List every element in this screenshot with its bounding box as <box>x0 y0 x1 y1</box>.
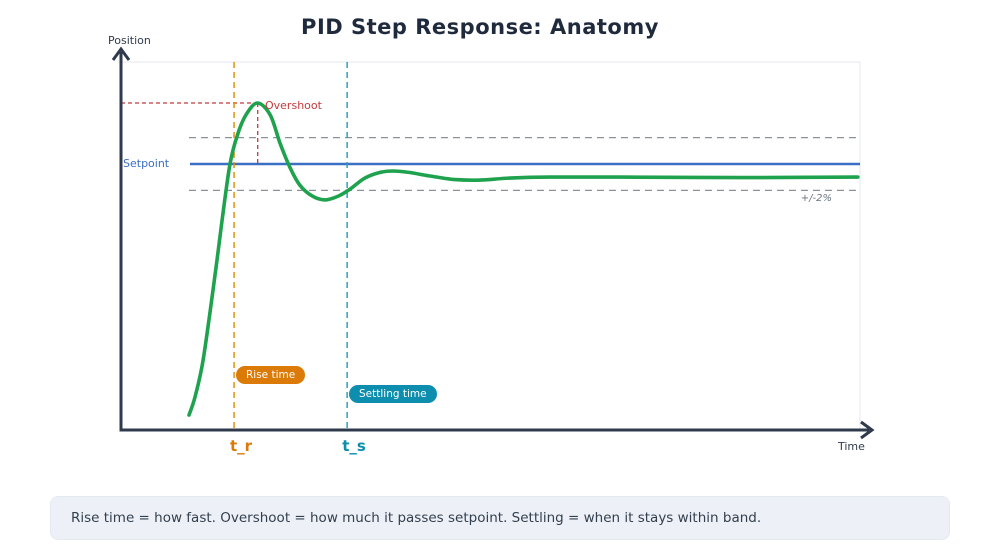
page-title: PID Step Response: Anatomy <box>301 15 659 39</box>
setpoint-label: Setpoint <box>123 157 170 170</box>
t-s-tick-label: t_s <box>342 437 366 455</box>
rise-time-badge: Rise time <box>236 366 306 384</box>
y-axis-arrow-icon <box>111 46 131 61</box>
t-r-tick-label: t_r <box>229 437 253 455</box>
x-axis-arrow-icon <box>860 420 875 440</box>
y-axis-label: Position <box>108 34 151 47</box>
settling-time-badge: Settling time <box>349 385 437 403</box>
plot-area-border <box>121 61 861 431</box>
caption-text: Rise time = how fast. Overshoot = how mu… <box>71 510 762 526</box>
response-curve <box>187 101 860 417</box>
caption-box: Rise time = how fast. Overshoot = how mu… <box>50 496 950 540</box>
overshoot-label: Overshoot <box>265 99 322 112</box>
tolerance-band-label: +/-2% <box>800 193 832 204</box>
x-axis-label: Time <box>838 440 865 453</box>
